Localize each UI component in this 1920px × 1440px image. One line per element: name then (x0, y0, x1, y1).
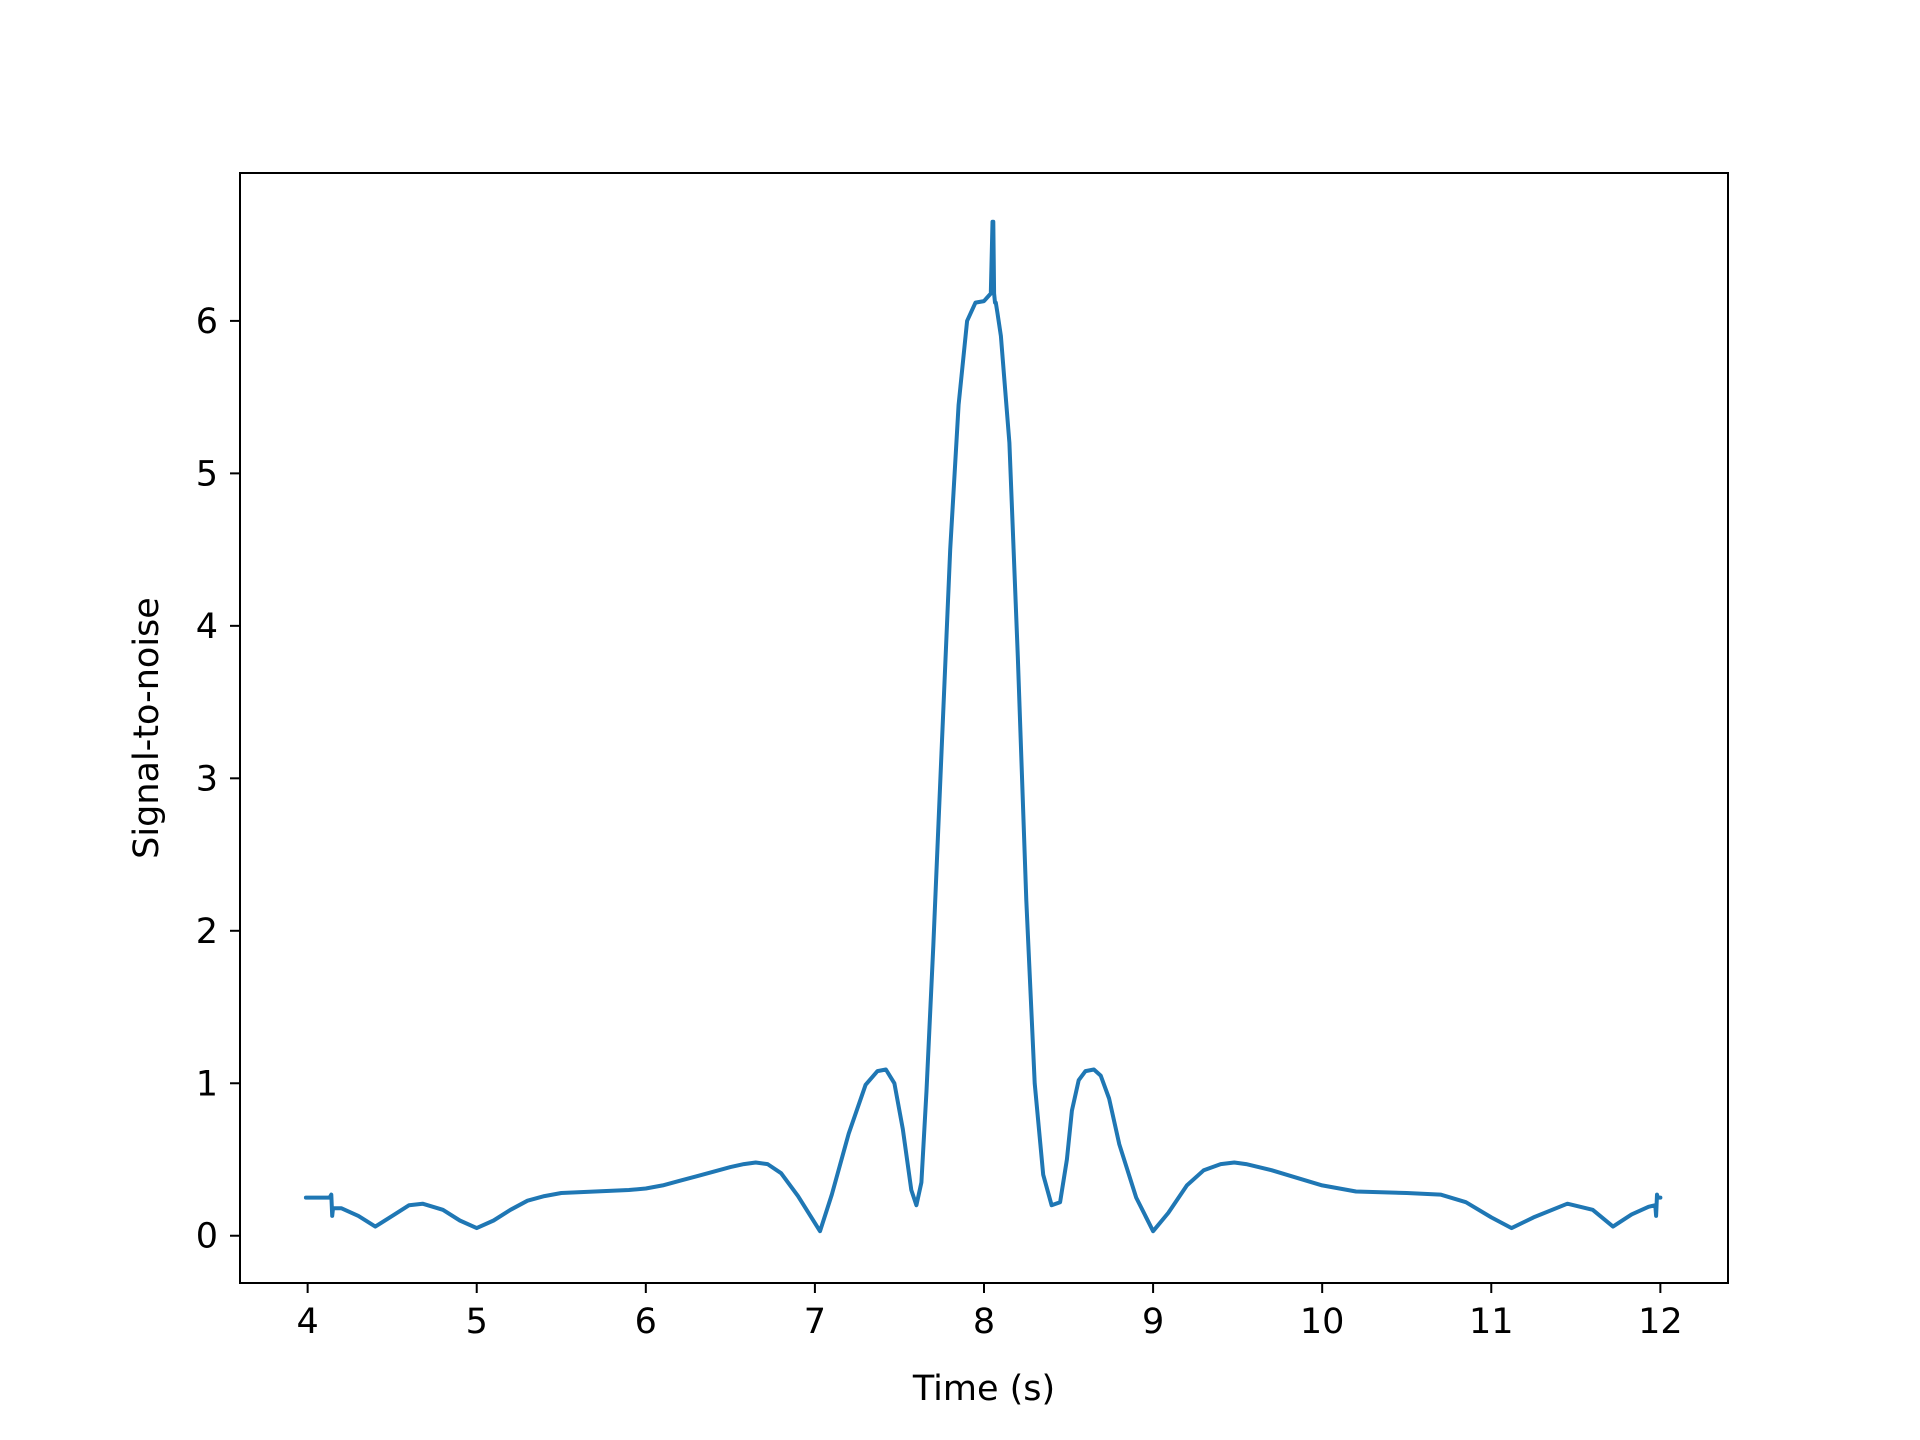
axes-frame (239, 172, 1729, 1284)
y-tick-label: 2 (196, 912, 218, 952)
y-tick-label: 3 (196, 759, 218, 799)
x-tick-label: 10 (1300, 1302, 1345, 1342)
y-tick-label: 4 (196, 607, 218, 647)
x-axis-label: Time (s) (912, 1369, 1055, 1409)
y-axis-label: Signal-to-noise (127, 597, 167, 859)
x-tick-label: 8 (973, 1302, 995, 1342)
x-tick-label: 9 (1142, 1302, 1164, 1342)
x-tick-label: 12 (1638, 1302, 1683, 1342)
y-tick-label: 0 (196, 1217, 218, 1257)
plot-area (240, 173, 1728, 1283)
y-tick-label: 6 (196, 302, 218, 342)
x-tick-label: 4 (296, 1302, 318, 1342)
data-layer (303, 219, 1663, 1234)
y-tick-label: 5 (196, 454, 218, 494)
x-tick-label: 7 (804, 1302, 826, 1342)
series-line (303, 219, 1663, 1234)
x-tick-label: 5 (466, 1302, 488, 1342)
x-tick-label: 6 (635, 1302, 657, 1342)
y-tick-label: 1 (196, 1064, 218, 1104)
x-tick-label: 11 (1469, 1302, 1514, 1342)
